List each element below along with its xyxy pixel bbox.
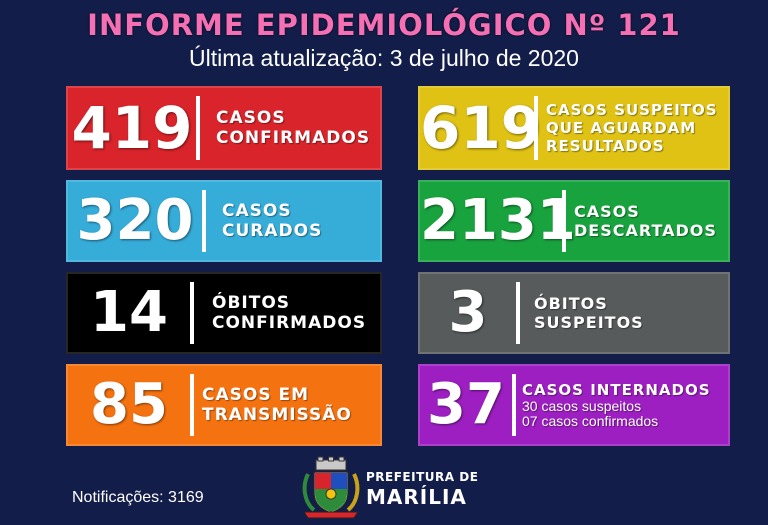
discarded-cases-value: 2131 <box>420 188 576 253</box>
deaths-suspected-value: 3 <box>448 280 488 345</box>
divider <box>534 96 538 160</box>
divider <box>562 190 566 252</box>
divider <box>512 374 516 436</box>
city-crest-icon <box>302 456 360 519</box>
cured-cases-value: 320 <box>76 188 194 253</box>
last-update-text: Última atualização: 3 de julho de 2020 <box>189 45 579 71</box>
discarded-cases-label: CASOS DESCARTADOS <box>574 201 717 240</box>
deaths-confirmed-value: 14 <box>90 280 168 345</box>
card-suspected-awaiting: 619 CASOS SUSPEITOS QUE AGUARDAM RESULTA… <box>418 86 730 170</box>
page-title: INFORME EPIDEMIOLÓGICO Nº 121 <box>87 8 681 42</box>
divider <box>196 96 200 160</box>
suspected-awaiting-value: 619 <box>420 94 542 162</box>
confirmed-cases-value: 419 <box>71 94 193 162</box>
deaths-confirmed-label: ÓBITOS CONFIRMADOS <box>212 292 367 333</box>
hospitalized-cases-value: 37 <box>427 372 505 437</box>
hospitalized-cases-label: CASOS INTERNADOS 30 casos suspeitos 07 c… <box>522 381 711 429</box>
suspected-awaiting-label: CASOS SUSPEITOS QUE AGUARDAM RESULTADOS <box>546 101 718 155</box>
divider <box>202 190 206 252</box>
confirmed-cases-label: CASOS CONFIRMADOS <box>216 107 371 148</box>
card-confirmed-cases: 419 CASOS CONFIRMADOS <box>66 86 382 170</box>
card-transmission-cases: 85 CASOS EM TRANSMISSÃO <box>66 364 382 446</box>
divider <box>516 282 520 344</box>
divider <box>190 374 194 436</box>
hospitalized-confirmed-sub: 07 casos confirmados <box>522 413 659 429</box>
divider <box>190 282 194 344</box>
cured-cases-label: CASOS CURADOS <box>222 200 323 241</box>
transmission-cases-label: CASOS EM TRANSMISSÃO <box>202 384 352 425</box>
prefeitura-line2: MARÍLIA <box>366 485 467 509</box>
card-cured-cases: 320 CASOS CURADOS <box>66 180 382 262</box>
hospitalized-suspected-sub: 30 casos suspeitos <box>522 398 642 415</box>
card-deaths-confirmed: 14 ÓBITOS CONFIRMADOS <box>66 272 382 354</box>
prefeitura-logo-text: PREFEITURA DE MARÍLIA <box>366 470 478 509</box>
card-discarded-cases: 2131 CASOS DESCARTADOS <box>418 180 730 262</box>
card-deaths-suspected: 3 ÓBITOS SUSPEITOS <box>418 272 730 354</box>
transmission-cases-value: 85 <box>90 372 168 437</box>
prefeitura-line1: PREFEITURA DE <box>366 470 479 484</box>
deaths-suspected-label: ÓBITOS SUSPEITOS <box>534 293 644 332</box>
card-hospitalized-cases: 37 CASOS INTERNADOS 30 casos suspeitos 0… <box>418 364 730 446</box>
notifications-count: Notificações: 3169 <box>72 489 204 506</box>
